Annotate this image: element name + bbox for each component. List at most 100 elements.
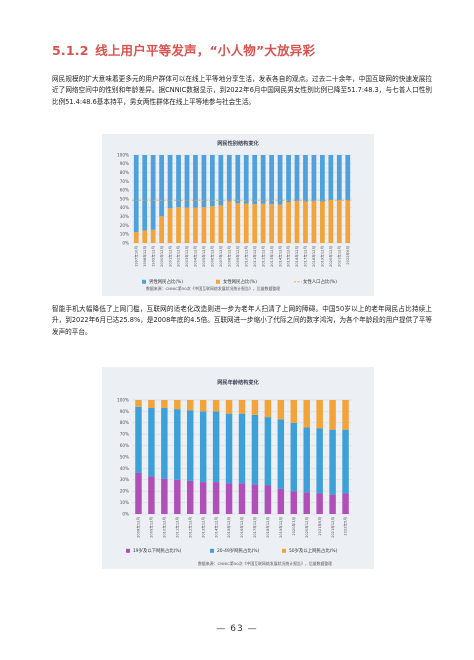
x-tick-label: 2014年12月 <box>277 246 282 267</box>
legend-label: 男性网民占比(%) <box>149 278 183 285</box>
bar-segment <box>251 414 259 485</box>
bar-segment <box>159 155 164 217</box>
x-tick-label: 2010年12月 <box>243 246 248 267</box>
bar-segment <box>290 422 297 492</box>
legend-label: 女性网民占比(%) <box>223 278 257 285</box>
y-tick-label: 80% <box>120 420 129 425</box>
bar-segment <box>199 400 207 412</box>
x-tick-label: 2004年12月 <box>193 246 198 267</box>
y-tick-label: 60% <box>120 443 129 448</box>
y-tick-label: 0% <box>122 240 129 245</box>
y-tick-label: 90% <box>120 161 129 166</box>
legend-swatch <box>282 548 286 553</box>
bar-segment <box>187 410 194 481</box>
x-tick-label: 2020年12月 <box>304 517 309 538</box>
bar-segment <box>225 483 233 514</box>
bar-segment <box>260 155 266 204</box>
x-tick-label: 2008年12月 <box>227 246 232 267</box>
x-tick-label: 2010年12月 <box>162 517 167 538</box>
bar-segment <box>252 155 258 205</box>
bar-segment <box>210 155 215 207</box>
bar-segment <box>328 199 334 243</box>
y-tick-label: 10% <box>120 500 129 505</box>
bar-segment <box>161 407 168 479</box>
bar-segment <box>184 207 190 243</box>
bar-segment <box>264 417 272 486</box>
x-tick-label: 2006年12月 <box>210 246 215 267</box>
bar-segment <box>286 201 291 243</box>
bar-segment <box>193 155 198 208</box>
bar-segment <box>150 155 156 230</box>
page-number: — 63 — <box>216 624 258 634</box>
bar-segment <box>251 400 259 415</box>
y-tick-label: 90% <box>120 409 129 414</box>
y-tick-label: 40% <box>120 466 129 471</box>
gender-chart-panel: 网民性别结构变化 0% 10% 20% 30% 40% 50% 60% 70% 80% 90% 10… <box>102 134 374 296</box>
bar-segment <box>345 155 351 201</box>
bar-segment <box>133 155 139 233</box>
age-structure-chart: 0% 10% 20% 30% 40% 50% 60% 70% 80% 90% 100% 2008年12… <box>117 397 352 554</box>
bar-segment <box>212 400 220 412</box>
x-tick-label: 2007年12月 <box>218 246 223 267</box>
bar-segment <box>264 485 272 514</box>
bar-segment <box>260 203 266 243</box>
legend-swatch <box>210 548 214 553</box>
bar-segment <box>243 155 249 204</box>
bar-segment <box>286 155 291 202</box>
y-tick-label: 50% <box>120 454 129 459</box>
x-tick-label: 2008年12月 <box>136 517 141 538</box>
bar-segment <box>252 204 258 243</box>
bar-segment <box>320 201 325 243</box>
bar-segment <box>161 478 168 514</box>
bar-segment <box>176 155 181 208</box>
bar-segment <box>290 400 297 423</box>
x-tick-label: 2000年12月 <box>159 246 164 267</box>
x-tick-label: 2017年12月 <box>303 246 308 267</box>
bar-segment <box>251 484 259 514</box>
x-tick-label: 2016年12月 <box>294 246 299 267</box>
y-tick-label: 30% <box>120 477 129 482</box>
bar-segment <box>226 201 232 243</box>
y-tick-label: 70% <box>120 179 129 184</box>
y-tick-label: 50% <box>120 196 129 201</box>
x-tick-label: 2019年12月 <box>320 246 325 267</box>
bar-segment <box>199 411 207 483</box>
bar-segment <box>328 155 334 200</box>
bar-segment <box>277 155 283 205</box>
x-tick-label: 2013年12月 <box>200 517 205 538</box>
bar-segment <box>277 400 285 420</box>
legend-swatch <box>142 279 146 284</box>
bar-segment <box>201 155 207 208</box>
x-tick-label: 2012年12月 <box>260 246 265 267</box>
chart-title: 网民性别结构变化 <box>217 141 259 147</box>
bar-segment <box>199 482 207 514</box>
bar-segment <box>277 488 285 514</box>
bar-segment <box>135 400 142 407</box>
legend-label: 20-49岁网民占比(%) <box>217 547 260 554</box>
bar-segment <box>187 400 194 411</box>
bar-segment <box>235 203 241 243</box>
chart-source: 数据来源：CNNIC第50次《中国互联网络发展状况统计报告》，后量数据整理 <box>198 561 333 566</box>
y-tick-label: 0% <box>122 511 129 516</box>
bar-segment <box>225 413 233 484</box>
section-title: 线上用户平等发声，“小人物”大放异彩 <box>95 43 316 58</box>
bar-segment <box>336 155 342 201</box>
bar-segment <box>320 155 325 202</box>
bar-segment <box>159 216 164 243</box>
bar-segment <box>174 400 181 410</box>
x-tick-label: 1998年12月 <box>142 246 147 267</box>
bar-segment <box>135 406 142 473</box>
x-tick-label: 2013年12月 <box>269 246 274 267</box>
bar-segment <box>142 230 148 243</box>
x-tick-label: 2015年12月 <box>286 246 291 267</box>
bar-segment <box>238 483 246 514</box>
x-tick-label: 2022年6月 <box>343 517 348 536</box>
bar-segment <box>342 400 349 430</box>
bar-segment <box>238 413 246 484</box>
x-tick-label: 1999年12月 <box>150 246 155 267</box>
y-tick-label: 20% <box>120 489 129 494</box>
bar-segment <box>174 409 181 480</box>
bar-segment <box>303 427 310 493</box>
bar-segment <box>148 476 155 514</box>
bar-segment <box>294 155 300 202</box>
